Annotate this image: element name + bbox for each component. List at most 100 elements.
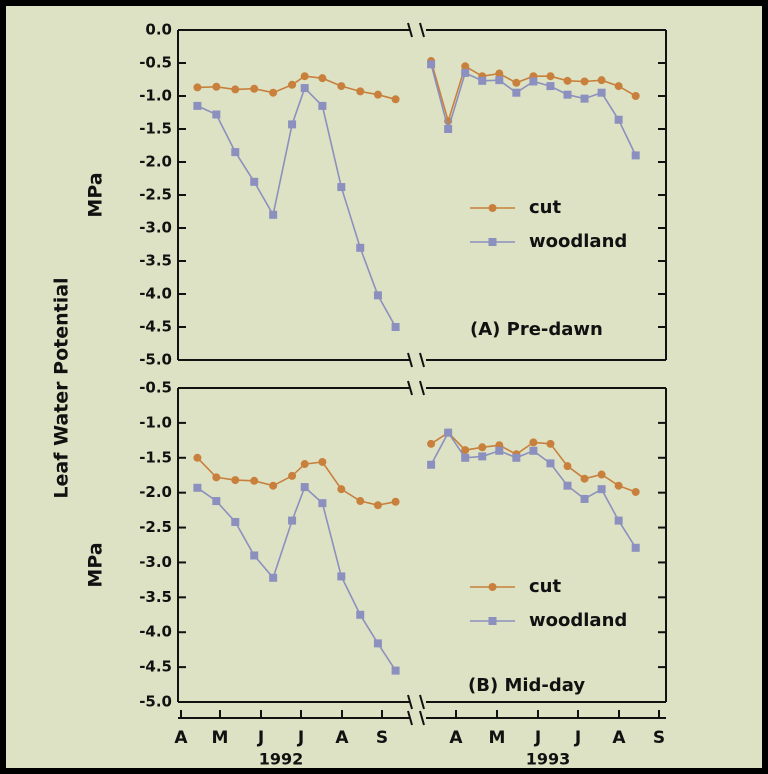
x-axis-months: A M J J A S 1992 A M J J A S 1993 — [174, 710, 666, 769]
data-point-cut — [193, 453, 202, 462]
data-point-woodland — [495, 76, 504, 85]
y-tick-label: -2.5 — [139, 518, 172, 536]
data-point-woodland — [193, 101, 202, 110]
data-point-woodland — [288, 120, 297, 129]
data-point-woodland — [427, 60, 436, 69]
data-point-cut — [269, 88, 278, 97]
y-tick-label: -4.5 — [139, 658, 172, 676]
data-point-cut — [546, 439, 555, 448]
data-point-cut — [356, 497, 365, 506]
panel-pre-dawn: 0.0 -0.5 -1.0 -1.5 -2.0 -2.5 -3.0 -3.5 -4.0 -4.5 -… — [85, 21, 667, 369]
y-tick-label: 0.0 — [145, 21, 172, 39]
data-point-cut — [300, 460, 309, 469]
y-tick-label: -5.0 — [139, 351, 172, 369]
data-point-woodland — [212, 497, 221, 506]
data-point-woodland — [580, 94, 589, 103]
data-point-woodland — [597, 88, 606, 97]
y-axis-unit-label: MPa — [85, 542, 107, 587]
panel-mid-day: -0.5 -1.0 -1.5 -2.0 -2.5 -3.0 -3.5 -4.0 -4.5 -5.0… — [85, 379, 667, 711]
data-point-cut — [495, 69, 504, 78]
data-point-woodland — [300, 483, 309, 492]
x-month-label: A — [449, 728, 463, 748]
axis-break-mark — [407, 352, 413, 368]
data-point-cut — [631, 92, 640, 100]
data-point-woodland — [614, 115, 623, 124]
data-point-woodland — [495, 446, 504, 455]
data-point-woodland — [614, 516, 623, 525]
axis-break-mark — [407, 710, 413, 726]
y-tick-label: -2.0 — [139, 153, 172, 171]
data-point-cut — [212, 473, 221, 482]
data-point-woodland — [631, 543, 640, 552]
x-month-label: S — [376, 728, 388, 748]
data-point-cut — [580, 474, 589, 483]
y-axis-title: Leaf Water Potential — [51, 277, 73, 498]
data-point-woodland — [250, 177, 259, 186]
data-point-cut — [337, 82, 346, 91]
data-point-woodland — [546, 82, 555, 91]
data-point-woodland — [318, 101, 327, 110]
data-point-cut — [231, 476, 240, 485]
data-point-cut — [478, 443, 487, 452]
data-point-woodland — [529, 446, 538, 455]
data-point-cut — [529, 438, 538, 447]
data-point-cut — [288, 471, 297, 480]
panel-label: (A) Pre-dawn — [470, 319, 603, 340]
data-point-woodland — [563, 481, 572, 490]
data-point-cut — [318, 74, 327, 83]
axis-break-mark — [419, 352, 425, 368]
data-point-cut — [597, 470, 606, 479]
y-tick-label: -5.0 — [139, 693, 172, 711]
data-point-woodland — [337, 183, 346, 192]
y-tick-label: -4.0 — [139, 285, 172, 303]
y-tick-label: -4.0 — [139, 623, 172, 641]
legend-marker-cut — [488, 204, 497, 212]
data-point-cut — [563, 76, 572, 85]
y-tick-label: -2.0 — [139, 483, 172, 501]
x-month-label: M — [212, 728, 229, 748]
data-point-woodland — [461, 68, 470, 77]
data-point-woodland — [478, 76, 487, 85]
data-point-woodland — [373, 639, 382, 648]
axis-break-mark — [407, 694, 413, 710]
data-point-woodland — [512, 88, 521, 97]
axis-break-mark — [419, 694, 425, 710]
data-point-woodland — [580, 494, 589, 503]
y-tick-label: -3.5 — [139, 588, 172, 606]
y-tick-label: -2.5 — [139, 186, 172, 204]
x-month-label: J — [574, 728, 581, 748]
x-month-label: A — [174, 728, 188, 748]
legend-label-cut: cut — [529, 576, 561, 597]
axis-break-mark — [407, 380, 413, 396]
data-point-cut — [373, 90, 382, 99]
x-month-label: S — [653, 728, 665, 748]
data-point-cut — [546, 72, 555, 81]
data-point-woodland — [563, 90, 572, 99]
data-point-cut — [597, 76, 606, 85]
y-tick-label: -4.5 — [139, 318, 172, 336]
data-point-cut — [300, 72, 309, 81]
data-point-woodland — [391, 323, 400, 331]
x-month-label: J — [257, 728, 264, 748]
series-line-woodland — [197, 86, 397, 328]
data-point-cut — [212, 82, 221, 91]
data-point-woodland — [373, 291, 382, 300]
data-point-cut — [631, 487, 640, 496]
y-tick-label: -1.5 — [139, 448, 172, 466]
y-tick-label: -1.5 — [139, 120, 172, 138]
data-point-cut — [250, 84, 259, 93]
data-point-woodland — [529, 77, 538, 86]
data-point-woodland — [461, 453, 470, 462]
legend-label-woodland: woodland — [529, 231, 627, 252]
data-point-cut — [512, 78, 521, 87]
legend-marker-woodland — [488, 238, 497, 246]
data-point-woodland — [269, 573, 278, 582]
data-point-woodland — [288, 516, 297, 525]
data-point-woodland — [212, 110, 221, 119]
x-month-label: M — [489, 728, 506, 748]
data-point-woodland — [337, 572, 346, 581]
y-tick-label: -0.5 — [139, 54, 172, 72]
data-point-woodland — [231, 148, 240, 157]
data-point-woodland — [269, 210, 278, 219]
data-point-woodland — [512, 453, 521, 462]
